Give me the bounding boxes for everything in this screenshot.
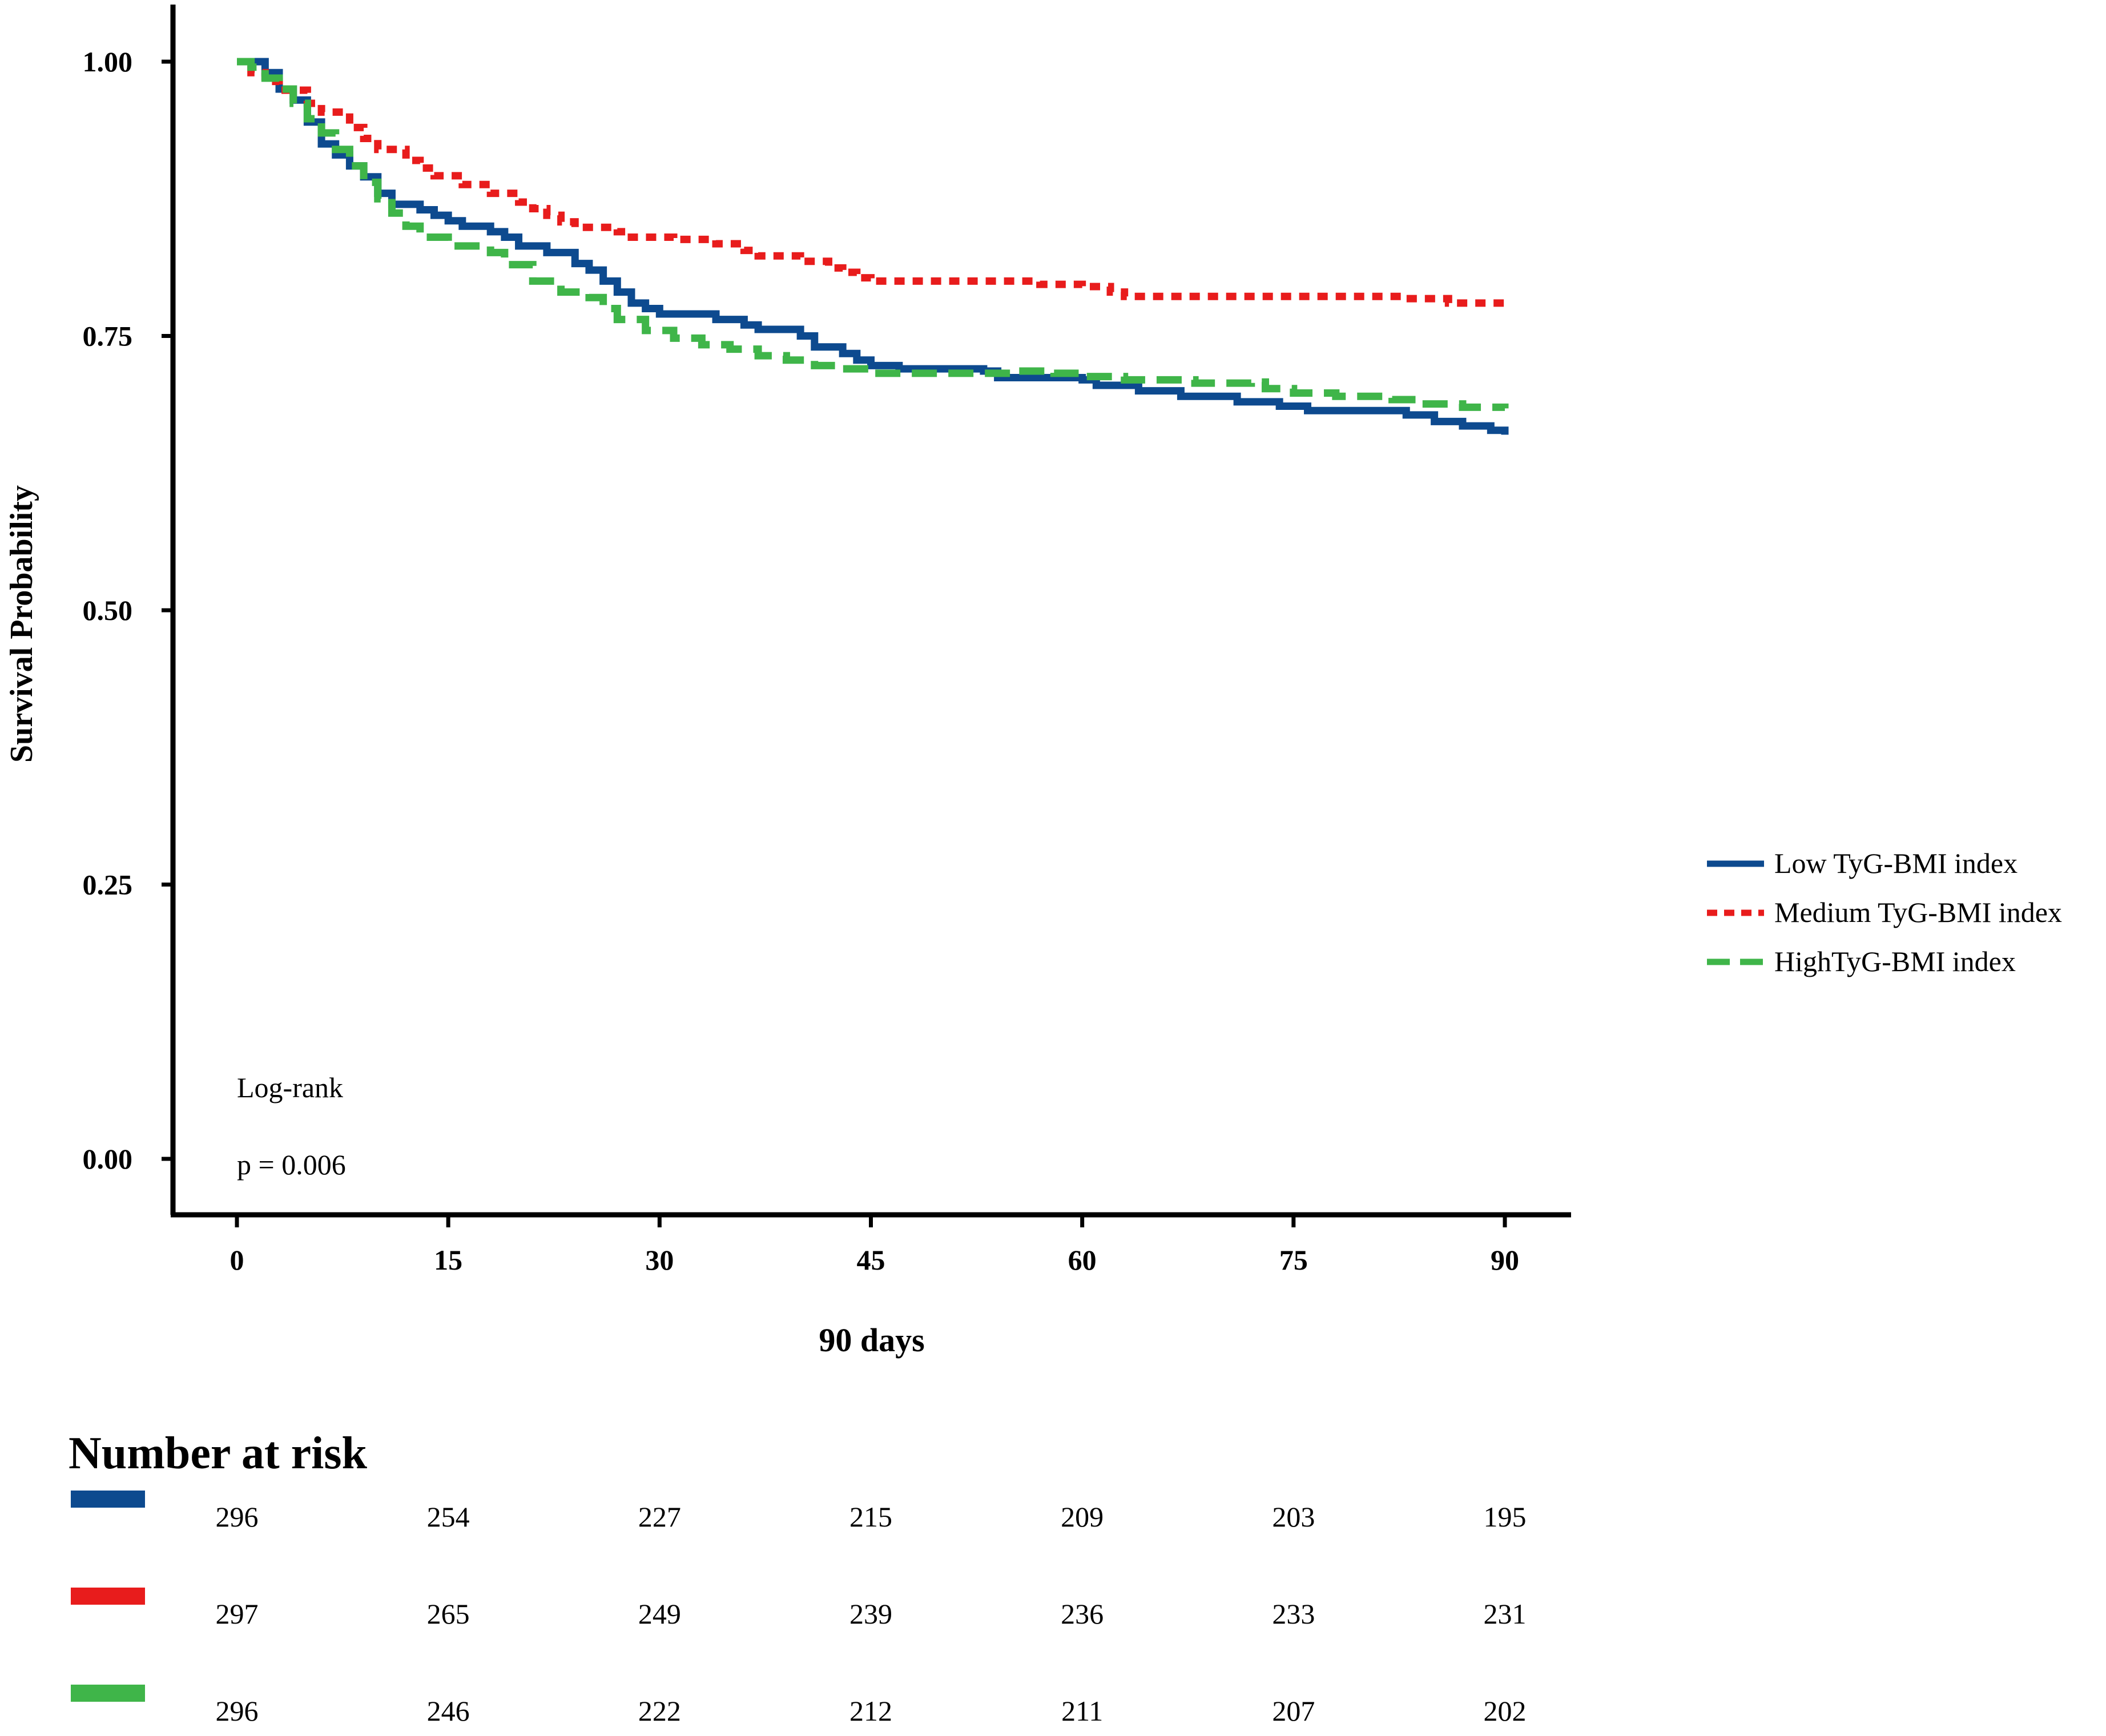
x-tick-label: 0 — [230, 1244, 244, 1276]
x-tick-label: 90 — [1491, 1244, 1519, 1276]
risk-cell: 207 — [1272, 1695, 1315, 1727]
risk-cell: 231 — [1484, 1598, 1527, 1630]
y-tick-label: 0.75 — [83, 320, 133, 352]
y-tick-label: 0.50 — [83, 594, 133, 626]
x-tick-label: 60 — [1068, 1244, 1097, 1276]
risk-cell: 249 — [638, 1598, 681, 1630]
y-tick-label: 1.00 — [83, 46, 133, 78]
legend-label-2: Medium TyG-BMI index — [1774, 896, 2062, 928]
risk-cell: 233 — [1272, 1598, 1315, 1630]
risk-cell: 296 — [216, 1501, 259, 1533]
x-tick-label: 75 — [1279, 1244, 1308, 1276]
risk-row-swatch — [71, 1588, 145, 1605]
risk-cell: 212 — [849, 1695, 892, 1727]
x-axis-label: 90 days — [819, 1322, 924, 1359]
series-line-2 — [237, 58, 1509, 307]
plot-area: 0.00 0.25 0.50 0.75 1.00 0 15 30 45 60 75 90 — [83, 5, 1571, 1276]
risk-cell: 254 — [427, 1501, 470, 1533]
x-tick-label: 45 — [857, 1244, 885, 1276]
risk-cell: 215 — [849, 1501, 892, 1533]
risk-cell: 296 — [216, 1695, 259, 1727]
risk-cell: 227 — [638, 1501, 681, 1533]
risk-cell: 195 — [1484, 1501, 1527, 1533]
series-line-3 — [237, 58, 1509, 411]
y-tick-label: 0.25 — [83, 869, 133, 901]
x-ticks: 0 15 30 45 60 75 90 — [230, 1215, 1519, 1276]
risk-cell: 209 — [1061, 1501, 1104, 1533]
legend-label-1: Low TyG-BMI index — [1774, 847, 2018, 879]
p-value-label: p = 0.006 — [237, 1149, 346, 1181]
series-line-1 — [237, 58, 1509, 435]
risk-row-swatch — [71, 1491, 145, 1508]
x-tick-label: 30 — [645, 1244, 674, 1276]
x-tick-label: 15 — [434, 1244, 462, 1276]
risk-cell: 236 — [1061, 1598, 1104, 1630]
y-axis-label: Survival Probability — [4, 485, 39, 763]
legend: Low TyG-BMI index Medium TyG-BMI index Hig… — [1707, 847, 2062, 977]
risk-cell: 222 — [638, 1695, 681, 1727]
legend-label-3: HighTyG-BMI index — [1774, 945, 2016, 977]
risk-table: 296 254 227 215 209 203 195 297 265 249 239 236 233 2… — [71, 1491, 1527, 1727]
y-tick-label: 0.00 — [83, 1143, 133, 1175]
risk-cell: 211 — [1061, 1695, 1103, 1727]
risk-cell: 203 — [1272, 1501, 1315, 1533]
risk-cell: 265 — [427, 1598, 470, 1630]
risk-table-title: Number at risk — [69, 1428, 367, 1479]
y-ticks: 0.00 0.25 0.50 0.75 1.00 — [83, 46, 173, 1175]
risk-row-swatch — [71, 1685, 145, 1702]
risk-cell: 239 — [849, 1598, 892, 1630]
risk-cell: 246 — [427, 1695, 470, 1727]
log-rank-label: Log-rank — [237, 1072, 343, 1103]
risk-cell: 202 — [1484, 1695, 1527, 1727]
series-group — [237, 58, 1509, 435]
risk-cell: 297 — [216, 1598, 259, 1630]
